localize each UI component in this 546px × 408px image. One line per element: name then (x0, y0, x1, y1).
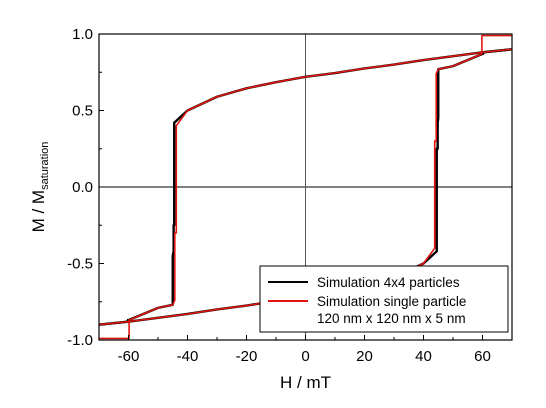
legend: Simulation 4x4 particles Simulation sing… (259, 265, 509, 333)
x-axis-title: H / mT (280, 373, 331, 392)
x-tick-label: -40 (177, 348, 199, 365)
series-line-1-branch-0 (99, 48, 512, 340)
x-tick-label: 20 (356, 348, 373, 365)
y-axis-title-main: M / M (29, 190, 48, 233)
y-axis-title-subscript: saturation (39, 142, 51, 190)
y-tick-label: -1.0 (67, 332, 93, 349)
legend-label-single: Simulation single particle (317, 294, 466, 309)
legend-label-4x4: Simulation 4x4 particles (317, 275, 460, 290)
x-axis-ticks: -60 -40 -20 0 20 40 60 (98, 335, 513, 365)
y-tick-label: -0.5 (67, 256, 93, 273)
legend-label-dimensions: 120 nm x 120 nm x 5 nm (317, 311, 466, 326)
y-tick-label: 0.5 (72, 103, 93, 120)
x-tick-label: -60 (118, 348, 140, 365)
x-tick-label: -20 (236, 348, 258, 365)
y-tick-label: 0.0 (72, 179, 93, 196)
y-tick-label: 1.0 (72, 26, 93, 43)
x-tick-label: 60 (474, 348, 491, 365)
legend-box (259, 265, 509, 333)
y-axis-title: M / Msaturation (29, 142, 51, 233)
y-axis-ticks: -1.0 -0.5 0.0 0.5 1.0 (67, 26, 104, 349)
x-tick-label: 0 (301, 348, 309, 365)
x-tick-label: 40 (415, 348, 432, 365)
